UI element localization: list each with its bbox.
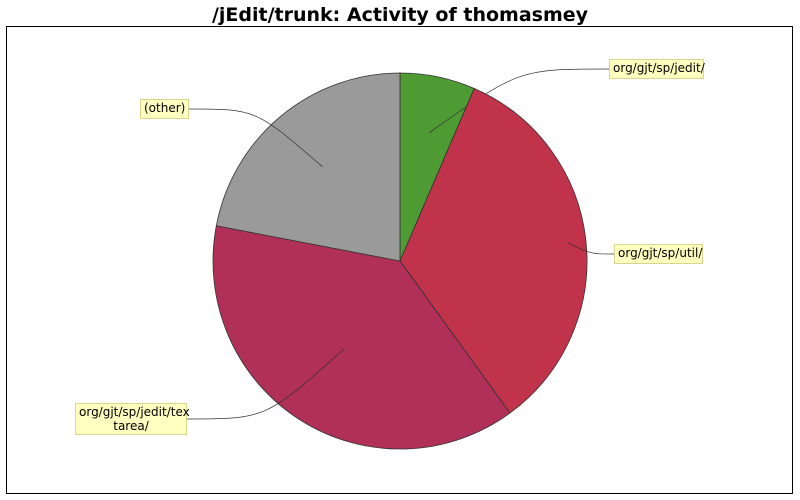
slice-label-0: org/gjt/sp/jedit/ [609,59,705,79]
leader-line-0 [428,68,610,133]
slice-label-2: org/gjt/sp/jedit/tex tarea/ [75,403,190,435]
plot-area [6,26,793,494]
leader-line-3 [188,108,323,168]
slice-label-1: org/gjt/sp/util/ [614,244,703,264]
pie-slice-3 [215,72,401,262]
slice-label-3: (other) [140,99,189,119]
leader-line-1 [567,242,615,255]
chart-title: /jEdit/trunk: Activity of thomasmey [211,4,589,26]
pie-slice-1 [399,87,588,414]
pie-slice-2 [212,225,511,450]
leader-line-2 [186,348,346,420]
